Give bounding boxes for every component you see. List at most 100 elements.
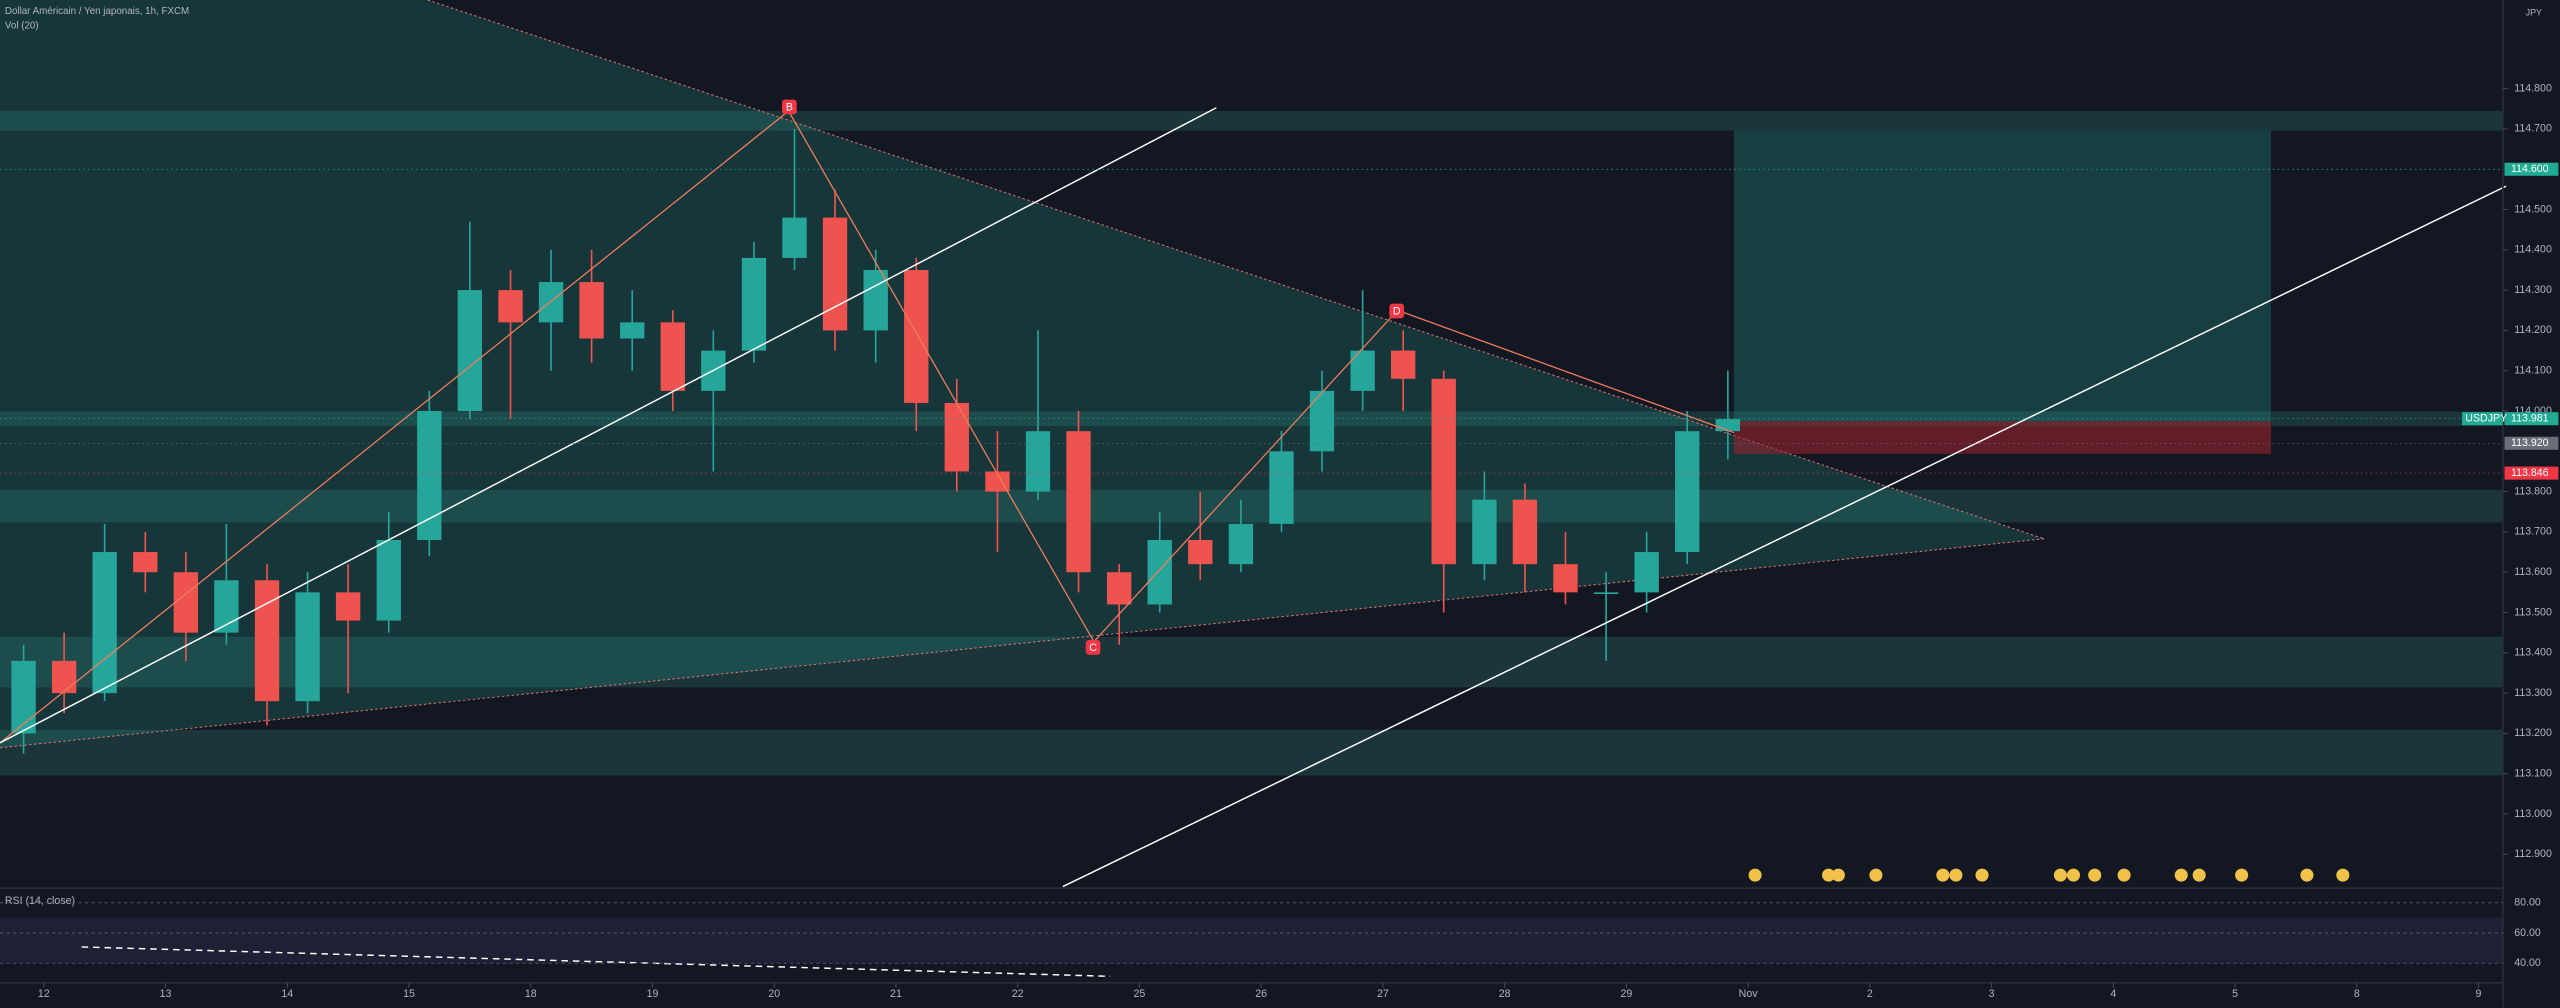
y-tick-label: 114.100: [2514, 365, 2552, 377]
candle-body: [1309, 390, 1335, 452]
rsi-tick-label: 60.00: [2514, 927, 2541, 939]
symbol-tag: [2462, 412, 2503, 426]
price-tag: [2504, 412, 2559, 426]
pattern-label: C: [1089, 642, 1097, 654]
price-tag: [2504, 466, 2559, 480]
candle-body: [822, 217, 848, 331]
x-tick-label: 15: [403, 988, 415, 1000]
x-tick-label: 12: [38, 988, 50, 1000]
y-tick-label: 114.200: [2514, 324, 2552, 336]
volume-label: Vol (20): [5, 21, 39, 32]
candle-body: [579, 282, 604, 339]
candle-body: [1147, 539, 1172, 605]
y-tick-label: 113.700: [2514, 526, 2552, 538]
candle-body: [133, 552, 158, 573]
trendline: [0, 107, 1217, 744]
zones: [0, 111, 2503, 776]
y-tick-label: 113.600: [2514, 566, 2552, 578]
candle-body: [1634, 552, 1659, 593]
rsi-tick-label: 40.00: [2514, 957, 2541, 969]
candle-body: [417, 411, 442, 540]
price-tag-label: 113.981: [2511, 412, 2549, 424]
y-tick-label: 112.900: [2514, 848, 2552, 860]
x-tick-label: 19: [647, 988, 659, 1000]
y-tick-label: 114.500: [2514, 203, 2552, 215]
y-tick-label: 113.400: [2514, 647, 2552, 659]
x-tick-label: 20: [768, 988, 780, 1000]
candle-body: [741, 257, 767, 351]
x-tick-label: Nov: [1739, 988, 1759, 1000]
rsi-divergence: [81, 946, 1111, 978]
candle-body: [1553, 564, 1578, 593]
candle-body: [620, 322, 645, 339]
candle-body: [335, 592, 361, 621]
y-tick-label: 114.700: [2514, 123, 2552, 135]
candle-body: [1228, 523, 1254, 565]
candle-body: [944, 402, 969, 472]
candle-body: [1593, 592, 1619, 594]
candle-body: [51, 660, 77, 694]
currency-label: JPY: [2526, 7, 2542, 17]
y-tick-label: 114.400: [2514, 244, 2552, 256]
candles: [11, 128, 1741, 754]
y-tick-label: 113.300: [2514, 687, 2552, 699]
x-tick-label: 27: [1377, 988, 1389, 1000]
rsi-tick-label: 80.00: [2514, 897, 2541, 909]
candle-body: [904, 269, 929, 403]
price-tag-label: 113.846: [2511, 467, 2549, 479]
event-icons: [1748, 868, 2350, 882]
price-tag: [2504, 436, 2559, 450]
candle-body: [1472, 499, 1497, 565]
candle-body: [863, 269, 888, 331]
position-target: [1733, 130, 2272, 422]
y-tick-label: 113.800: [2514, 485, 2552, 497]
candle-body: [1107, 572, 1132, 605]
x-tick-label: 18: [525, 988, 537, 1000]
candle-body: [1391, 350, 1416, 379]
x-tick-label: 21: [890, 988, 902, 1000]
pattern-label: D: [1393, 306, 1401, 318]
candle-body: [1025, 431, 1051, 492]
candle-body: [92, 552, 117, 694]
rsi-band: [0, 917, 2503, 964]
x-tick-label: 25: [1134, 988, 1146, 1000]
x-tick-label: 14: [281, 988, 293, 1000]
candle-body: [457, 290, 483, 412]
candle-body: [1675, 431, 1700, 553]
rsi-label: RSI (14, close): [5, 895, 75, 907]
y-tick-label: 114.800: [2514, 82, 2552, 94]
x-tick-label: 29: [1620, 988, 1632, 1000]
candle-body: [1269, 451, 1294, 524]
y-tick-label: 113.200: [2514, 727, 2552, 739]
symbol-tag-label: USDJPY: [2465, 412, 2507, 424]
candle-body: [1512, 499, 1538, 565]
pattern-badge: [1085, 640, 1101, 655]
x-tick-label: 22: [1012, 988, 1024, 1000]
axes: 114.800 114.700 114.500 114.400 114.300 114.2…: [0, 82, 2559, 1000]
candle-body: [1431, 378, 1456, 565]
trendline: [1062, 185, 2507, 888]
x-tick-label: 28: [1499, 988, 1511, 1000]
y-tick-label: 113.500: [2514, 606, 2552, 618]
candle-body: [985, 471, 1010, 492]
price-tag-label: 113.920: [2511, 437, 2549, 449]
price-tag-label: 114.600: [2511, 163, 2549, 175]
candle-body: [1188, 539, 1213, 565]
chart-title: Dollar Américain / Yen japonais, 1h, FXC…: [5, 6, 189, 17]
pattern-labels: B C D: [782, 99, 1405, 655]
pattern-label: B: [786, 102, 793, 114]
candle-body: [295, 592, 320, 702]
pattern-badge: [782, 99, 797, 115]
y-tick-label: 114.300: [2514, 284, 2552, 296]
y-tick-label: 113.100: [2514, 767, 2552, 779]
x-tick-label: 3: [1989, 988, 1995, 1000]
candle-body: [1715, 419, 1741, 432]
x-tick-label: 5: [2232, 988, 2238, 1000]
candle-body: [782, 217, 807, 258]
candle-body: [1066, 431, 1091, 573]
candle-body: [254, 580, 280, 702]
pattern-badge: [1389, 303, 1405, 319]
candle-body: [538, 282, 564, 323]
candle-body: [498, 290, 523, 323]
candle-body: [173, 572, 199, 633]
